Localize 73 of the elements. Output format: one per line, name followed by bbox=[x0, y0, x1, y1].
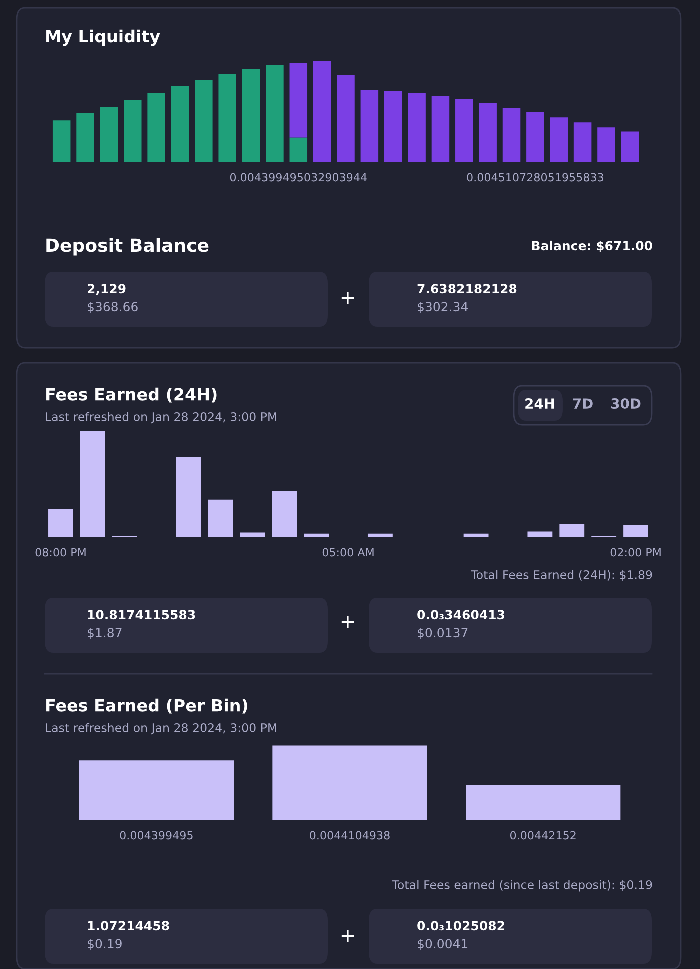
chart-title: Fees Earned (Per Bin) bbox=[46, 698, 248, 714]
bar bbox=[124, 100, 142, 162]
text: $0.0041 bbox=[418, 938, 468, 950]
text: Deposit Balance bbox=[46, 238, 209, 256]
bar bbox=[176, 458, 202, 537]
text: 24H bbox=[526, 398, 554, 409]
text: $1.87 bbox=[88, 628, 122, 640]
bar bbox=[304, 534, 330, 537]
bar bbox=[240, 532, 266, 537]
bar bbox=[384, 91, 402, 162]
text: $368.66 bbox=[88, 302, 138, 314]
text: $0.0137 bbox=[418, 628, 468, 640]
text: Total Fees earned (since last deposit): $0.19 bbox=[392, 880, 652, 892]
bar bbox=[337, 75, 355, 162]
bar bbox=[526, 112, 544, 162]
bar bbox=[621, 132, 640, 162]
bar bbox=[195, 80, 213, 162]
x-tick-label: 0.00442152 bbox=[510, 831, 576, 840]
text: Balance: $671.00 bbox=[532, 240, 652, 252]
x-tick-label: 0.004399495 bbox=[120, 831, 193, 840]
text: $0.19 bbox=[88, 938, 122, 950]
chart-title: Fees Earned (24H) bbox=[46, 388, 217, 403]
bar bbox=[266, 65, 284, 162]
text: 7.6382182128 bbox=[418, 284, 517, 294]
text: Total Fees Earned (24H): $1.89 bbox=[471, 570, 652, 581]
x-tick-label: 08:00 PM bbox=[36, 548, 86, 557]
text: 30D bbox=[612, 398, 641, 410]
bar bbox=[360, 90, 379, 162]
bar bbox=[52, 120, 71, 162]
chart-subtitle: Last refreshed on Jan 28 2024, 3:00 PM bbox=[46, 412, 276, 424]
bar bbox=[48, 509, 74, 537]
bar bbox=[550, 118, 568, 162]
text: 0.0₃1025082 bbox=[418, 921, 504, 931]
x-tick-label: 02:00 PM bbox=[610, 548, 661, 557]
text: 2,129 bbox=[88, 284, 126, 296]
bar bbox=[456, 99, 474, 162]
bar bbox=[80, 431, 106, 537]
bar bbox=[313, 61, 332, 162]
text: 7D bbox=[573, 398, 593, 409]
bar bbox=[368, 534, 393, 537]
text: + bbox=[342, 292, 354, 304]
bar bbox=[528, 532, 553, 537]
bar bbox=[290, 138, 308, 162]
text: + bbox=[342, 616, 354, 628]
x-tick-label: 0.0044104938 bbox=[310, 831, 390, 840]
bar bbox=[624, 525, 648, 537]
text: 0.0₃3460413 bbox=[418, 610, 505, 620]
bar bbox=[208, 500, 234, 537]
bar bbox=[272, 491, 298, 537]
bar bbox=[479, 103, 497, 162]
x-tick-label: 0.004399495032903944 bbox=[230, 173, 367, 182]
text: 1.07214458 bbox=[88, 921, 170, 931]
bar bbox=[290, 63, 308, 138]
text: + bbox=[342, 930, 354, 942]
text: 10.8174115583 bbox=[88, 610, 196, 620]
x-tick-label: 05:00 AM bbox=[322, 548, 374, 557]
bar bbox=[598, 128, 616, 162]
bar bbox=[560, 524, 585, 537]
chart-subtitle: Last refreshed on Jan 28 2024, 3:00 PM bbox=[46, 723, 276, 735]
bar bbox=[218, 74, 236, 162]
bar bbox=[148, 93, 166, 162]
bar bbox=[408, 93, 426, 162]
bar bbox=[171, 86, 190, 162]
chart-title: My Liquidity bbox=[46, 30, 160, 46]
bar bbox=[574, 122, 592, 162]
x-tick-label: 0.004510728051955833 bbox=[467, 173, 604, 182]
bar bbox=[464, 534, 489, 537]
bar bbox=[502, 108, 521, 162]
text: $302.34 bbox=[418, 302, 468, 314]
bar bbox=[100, 107, 118, 162]
bar bbox=[242, 69, 260, 162]
bar bbox=[76, 114, 94, 162]
bar bbox=[432, 96, 450, 162]
